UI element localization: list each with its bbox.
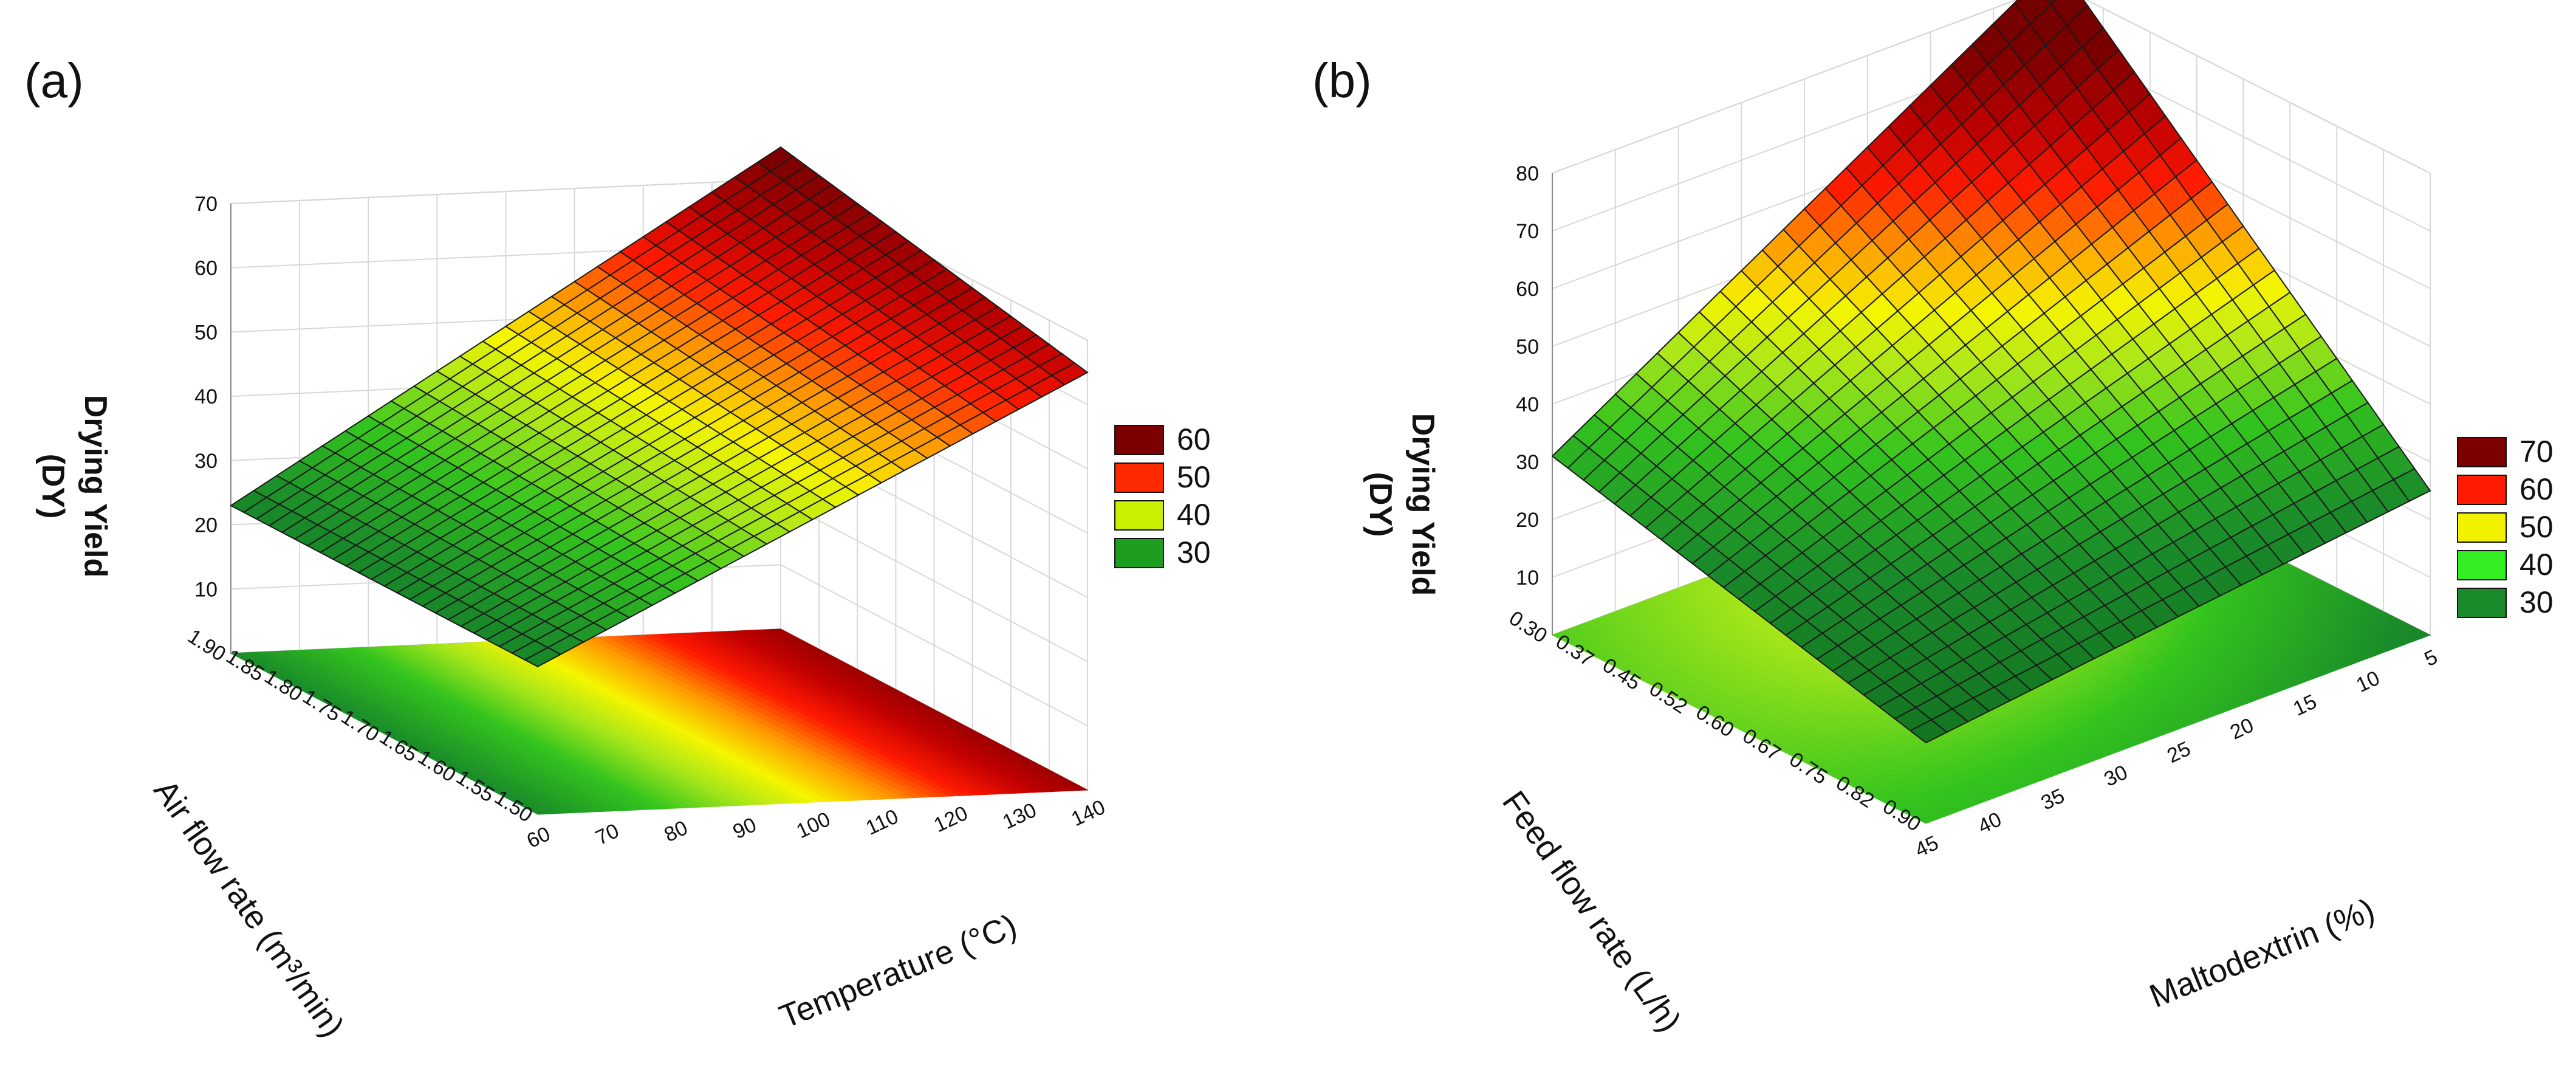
x-tick-label: 60 bbox=[523, 822, 553, 853]
x-tick-label: 140 bbox=[1068, 796, 1109, 831]
z-tick-label: 40 bbox=[194, 385, 218, 408]
z-tick-label: 10 bbox=[194, 578, 218, 601]
z-tick-label: 50 bbox=[194, 321, 218, 344]
z-tick-label: 60 bbox=[194, 257, 218, 280]
chart-a-base-contour bbox=[230, 628, 1089, 815]
legend-label: 30 bbox=[1177, 535, 1211, 569]
legend-swatch bbox=[1114, 425, 1164, 455]
legend-swatch bbox=[1114, 538, 1164, 568]
z-tick-label: 20 bbox=[194, 514, 218, 537]
chart-a-z-title-line2: (DY) bbox=[35, 454, 70, 519]
x-tick-label: 120 bbox=[930, 802, 971, 837]
x-tick-label: 110 bbox=[862, 805, 902, 839]
legend-label: 50 bbox=[1177, 460, 1211, 494]
chart-a-y-title: Air flow rate (m³/min) bbox=[146, 773, 351, 1043]
chart-a-x-title: Temperature (°C) bbox=[775, 907, 1022, 1036]
legend-label: 40 bbox=[1177, 498, 1211, 532]
z-tick-label: 30 bbox=[194, 450, 218, 473]
chart-a-z-title-line1: Drying Yield bbox=[78, 395, 113, 578]
x-tick-label: 90 bbox=[730, 813, 760, 844]
panel-label-a: (a) bbox=[24, 53, 84, 108]
x-tick-label: 70 bbox=[592, 819, 622, 850]
legend-label: 60 bbox=[1177, 422, 1211, 456]
z-tick-label: 70 bbox=[194, 193, 218, 216]
x-tick-label: 130 bbox=[999, 799, 1040, 834]
y-tick-label: 1.90 bbox=[183, 625, 230, 666]
legend-swatch bbox=[1114, 500, 1164, 531]
x-tick-label: 80 bbox=[660, 816, 691, 847]
x-tick-label: 100 bbox=[793, 808, 834, 843]
legend-swatch bbox=[1114, 462, 1164, 493]
chart-a-z-ticks: 10 20 30 40 50 60 70 bbox=[194, 193, 218, 601]
